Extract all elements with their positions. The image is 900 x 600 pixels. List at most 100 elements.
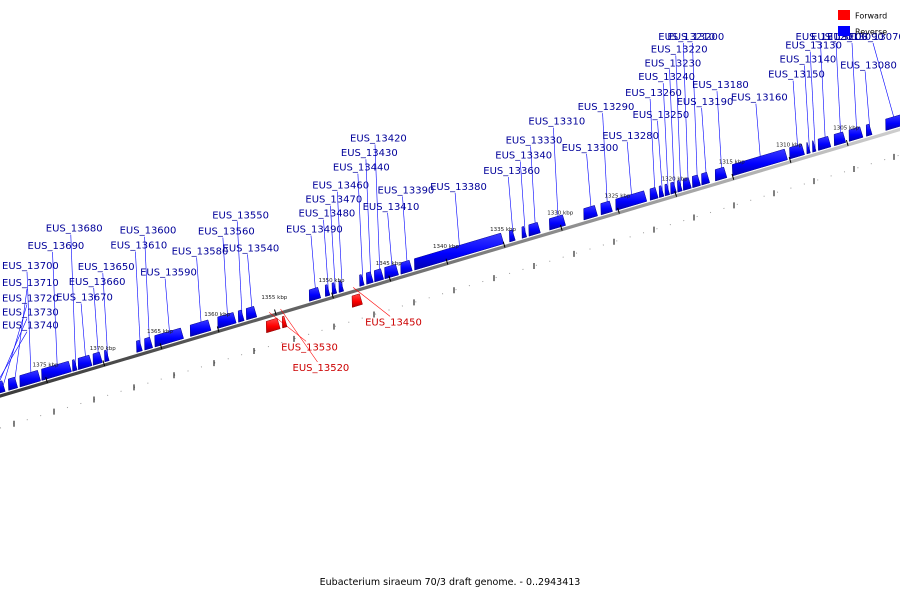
gene-label-eus-13390: EUS_13390 <box>378 185 435 196</box>
gene-label-eus-13440: EUS_13440 <box>333 163 390 174</box>
ruler-tick-label: 1370 kbp <box>90 346 116 352</box>
gene-eus-13660 <box>92 351 103 366</box>
leader-eus-13130 <box>809 51 816 149</box>
gene-eus-13260 <box>649 187 659 201</box>
gene-label-eus-13670: EUS_13670 <box>56 293 113 304</box>
gene-label-eus-13240: EUS_13240 <box>638 72 695 83</box>
leader-eus-13580 <box>196 257 202 331</box>
gene-eus-13100 <box>833 131 847 147</box>
gene-label-eus-13080: EUS_13080 <box>840 60 897 71</box>
gene-eus-13470 <box>331 282 338 295</box>
gene-eus-13450 <box>351 293 363 308</box>
legend-reverse-label: Reverse <box>855 28 887 37</box>
gene-label-eus-13410: EUS_13410 <box>363 202 420 213</box>
leader-eus-13190 <box>701 107 707 181</box>
ruler-tick <box>274 309 277 316</box>
leader-eus-13200 <box>692 42 698 184</box>
leader-eus-13450 <box>352 287 391 317</box>
gene-eus-13090 <box>848 126 864 142</box>
gene-label-eus-13260: EUS_13260 <box>625 88 682 99</box>
gene-eus-13560 <box>217 312 237 329</box>
gene-label-eus-13420: EUS_13420 <box>350 134 407 145</box>
ruler-tick <box>502 241 506 248</box>
gene-label-eus-13470: EUS_13470 <box>305 195 362 206</box>
gene-label-eus-13130: EUS_13130 <box>785 41 842 52</box>
gene-label-eus-13600: EUS_13600 <box>120 226 177 237</box>
gene-label-eus-13230: EUS_13230 <box>645 58 702 69</box>
ruler-tick-label: 1310 kbp <box>776 143 802 149</box>
leader-eus-13470 <box>330 205 336 291</box>
leader-eus-13150 <box>792 80 799 154</box>
legend-forward-swatch <box>838 10 850 20</box>
gene-eus-13460 <box>338 280 345 293</box>
gene-label-eus-13590: EUS_13590 <box>140 268 197 279</box>
label-leaders <box>0 42 897 390</box>
ruler-tick <box>674 190 678 197</box>
gene-label-eus-13160: EUS_13160 <box>731 93 788 104</box>
gene-label-eus-13140: EUS_13140 <box>780 54 837 65</box>
gene-eus-13480 <box>324 284 331 297</box>
leader-eus-13080 <box>864 71 871 133</box>
ruler-tick-label: 1340 kbp <box>433 244 459 250</box>
leader-eus-13260 <box>649 98 656 197</box>
gene-eus-13690 <box>41 360 72 381</box>
leader-eus-13180 <box>716 91 723 177</box>
gene-label-eus-13250: EUS_13250 <box>633 110 690 121</box>
leader-eus-13600 <box>144 236 150 346</box>
gene-label-eus-13070: EUS_13070 <box>848 32 900 43</box>
gene-label-eus-13450: EUS_13450 <box>365 317 422 328</box>
gene-label-eus-13430: EUS_13430 <box>341 148 398 159</box>
leader-eus-13140 <box>804 65 810 151</box>
gene-label-eus-13100: EUS_13100 <box>811 32 868 43</box>
leader-eus-13120 <box>820 42 826 146</box>
gene-eus-13410 <box>384 263 399 280</box>
leader-eus-13230 <box>669 69 675 191</box>
ruler-tick <box>45 377 48 384</box>
gene-eus-13070 <box>885 114 900 131</box>
leader-eus-13100 <box>835 42 842 142</box>
leader-eus-13070 <box>872 42 897 125</box>
ruler-tick <box>445 258 449 265</box>
gene-eus-13380 <box>414 232 505 271</box>
gene-label-eus-13090: EUS_13090 <box>827 32 884 43</box>
legend: Forward Reverse <box>838 10 887 37</box>
ruler-tick-label: 1355 kbp <box>261 295 287 301</box>
leader-eus-13330 <box>530 146 536 232</box>
gene-eus-13600 <box>144 336 154 351</box>
leader-eus-13160 <box>755 103 762 165</box>
genome-backbone <box>0 127 900 398</box>
gene-label-eus-13520: EUS_13520 <box>293 363 350 374</box>
leader-eus-13650 <box>102 273 109 359</box>
gene-label-eus-13200: EUS_13200 <box>667 32 724 43</box>
legend-reverse-swatch <box>838 26 850 36</box>
ruler-tick-label: 1320 kbp <box>662 176 688 182</box>
gene-eus-13540 <box>245 305 258 321</box>
gene-label-eus-13710: EUS_13710 <box>2 278 59 289</box>
leader-eus-13210 <box>683 42 689 187</box>
gene-eus-13720 <box>0 380 6 394</box>
leader-eus-13710 <box>13 288 28 386</box>
gene-eus-13550 <box>237 309 245 323</box>
leader-eus-13480 <box>323 219 329 293</box>
gene-eus-13150 <box>789 143 805 160</box>
leader-eus-13430 <box>365 159 372 281</box>
leader-eus-13410 <box>387 212 393 274</box>
gene-eus-13080 <box>865 123 873 137</box>
gene-eus-13610 <box>136 339 143 353</box>
ruler-tick-label: 1350 kbp <box>319 278 345 284</box>
gene-label-eus-13720: EUS_13720 <box>2 293 59 304</box>
gene-eus-13520 <box>281 315 288 329</box>
leader-eus-13690 <box>52 251 58 374</box>
leader-eus-13540 <box>247 254 253 316</box>
ruler-tick <box>845 140 849 147</box>
gene-label-eus-13550: EUS_13550 <box>212 210 269 221</box>
gene-eus-13360 <box>509 229 516 243</box>
gene-eus-13430 <box>366 271 374 285</box>
gene-label-eus-13150: EUS_13150 <box>768 70 825 81</box>
gene-label-eus-13190: EUS_13190 <box>677 97 734 108</box>
gene-label-eus-13560: EUS_13560 <box>198 227 255 238</box>
ruler-tick-label: 1375 kbp <box>33 363 59 369</box>
gene-eus-13710 <box>8 376 19 391</box>
gene-label-eus-13700: EUS_13700 <box>2 261 59 272</box>
